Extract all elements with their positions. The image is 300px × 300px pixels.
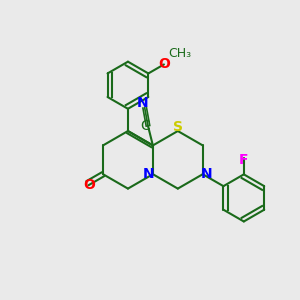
Text: O: O: [158, 57, 170, 71]
Text: O: O: [83, 178, 95, 192]
Text: CH₃: CH₃: [168, 47, 191, 60]
Text: C: C: [140, 119, 150, 133]
Text: N: N: [137, 96, 149, 110]
Text: N: N: [201, 167, 212, 181]
Text: F: F: [239, 153, 249, 167]
Text: S: S: [173, 120, 183, 134]
Text: N: N: [143, 167, 155, 181]
